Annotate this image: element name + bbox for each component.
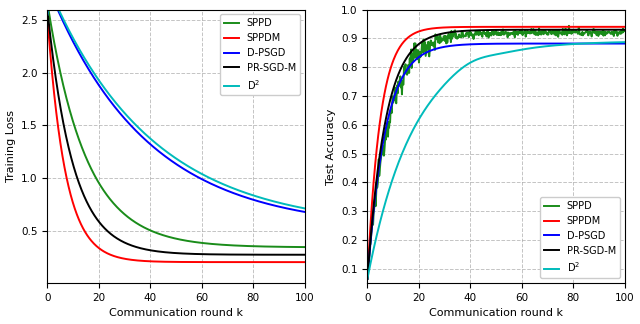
SPPDM (486, 25, 493, 29)
D-PSGD (621, 41, 628, 45)
Line: SPPD: SPPD (47, 6, 305, 247)
SPPDM (621, 25, 628, 29)
SPPD (44, 5, 52, 8)
D-PSGD (166, 158, 174, 162)
D-PSGD (516, 42, 524, 46)
D-PSGD (487, 42, 495, 46)
D$^2$ (574, 42, 582, 46)
Line: SPPDM: SPPDM (367, 27, 625, 279)
PR-SGD-M (486, 28, 493, 32)
Line: D$^2$: D$^2$ (47, 0, 305, 208)
D$^2$ (183, 164, 191, 168)
SPPDM (166, 260, 173, 264)
PR-SGD-M (255, 253, 262, 257)
D-PSGD (44, 13, 51, 17)
SPPDM (503, 25, 511, 29)
D$^2$ (44, 13, 51, 17)
SPPDM (301, 260, 308, 264)
D-PSGD (183, 169, 191, 173)
SPPDM (167, 260, 175, 264)
D$^2$ (255, 195, 262, 199)
Line: PR-SGD-M: PR-SGD-M (47, 15, 305, 255)
D-PSGD (503, 42, 511, 46)
PR-SGD-M (621, 28, 628, 32)
D$^2$ (621, 40, 628, 44)
SPPD (487, 34, 495, 38)
PR-SGD-M (44, 13, 51, 17)
SPPDM (614, 25, 622, 29)
PR-SGD-M (167, 251, 175, 255)
PR-SGD-M (503, 28, 511, 32)
D-PSGD (301, 210, 308, 214)
D$^2$ (487, 53, 495, 57)
SPPDM (183, 260, 191, 264)
SPPDM (516, 25, 524, 29)
SPPDM (294, 260, 302, 264)
SPPD (44, 13, 51, 17)
SPPD (575, 25, 582, 29)
SPPD (364, 277, 371, 281)
Line: D$^2$: D$^2$ (367, 42, 625, 279)
PR-SGD-M (183, 252, 191, 256)
Line: SPPDM: SPPDM (47, 15, 305, 262)
SPPDM (255, 260, 262, 264)
D$^2$ (503, 51, 511, 54)
PR-SGD-M (516, 28, 524, 32)
SPPD (621, 29, 628, 32)
PR-SGD-M (574, 28, 582, 32)
D$^2$ (364, 277, 371, 281)
SPPD (565, 24, 573, 28)
SPPD (295, 245, 303, 249)
Line: D-PSGD: D-PSGD (47, 0, 305, 212)
SPPD (255, 244, 262, 248)
SPPD (168, 236, 175, 239)
SPPD (166, 235, 174, 239)
PR-SGD-M (294, 253, 302, 257)
D-PSGD (574, 41, 582, 45)
Y-axis label: Training Loss: Training Loss (6, 110, 15, 182)
Y-axis label: Test Accuracy: Test Accuracy (326, 108, 335, 185)
PR-SGD-M (166, 251, 173, 255)
Line: PR-SGD-M: PR-SGD-M (367, 30, 625, 279)
D$^2$ (516, 48, 524, 52)
Legend: SPPD, SPPDM, D-PSGD, PR-SGD-M, D$^2$: SPPD, SPPDM, D-PSGD, PR-SGD-M, D$^2$ (220, 14, 300, 96)
SPPD (503, 30, 511, 34)
D-PSGD (364, 277, 371, 281)
SPPDM (364, 277, 371, 281)
X-axis label: Communication round k: Communication round k (109, 308, 243, 318)
D-PSGD (168, 159, 175, 163)
PR-SGD-M (487, 28, 495, 32)
PR-SGD-M (196, 252, 204, 256)
D$^2$ (168, 154, 175, 157)
D$^2$ (614, 40, 622, 44)
SPPD (516, 29, 524, 32)
SPPDM (487, 25, 495, 29)
D$^2$ (486, 54, 493, 58)
SPPD (183, 239, 191, 243)
SPPDM (574, 25, 582, 29)
SPPD (615, 30, 623, 34)
D$^2$ (197, 172, 205, 176)
SPPD (486, 31, 493, 35)
SPPDM (44, 13, 51, 17)
D-PSGD (197, 177, 205, 181)
PR-SGD-M (614, 28, 622, 32)
D$^2$ (295, 205, 303, 209)
D-PSGD (255, 200, 262, 203)
SPPD (301, 245, 308, 249)
SPPD (197, 241, 205, 245)
PR-SGD-M (301, 253, 308, 257)
D-PSGD (295, 209, 303, 213)
SPPDM (196, 260, 204, 264)
PR-SGD-M (364, 277, 371, 281)
D$^2$ (166, 152, 174, 156)
Line: D-PSGD: D-PSGD (367, 43, 625, 279)
D-PSGD (614, 41, 622, 45)
Line: SPPD: SPPD (367, 26, 625, 279)
D-PSGD (486, 42, 493, 46)
D$^2$ (301, 206, 308, 210)
X-axis label: Communication round k: Communication round k (429, 308, 563, 318)
Legend: SPPD, SPPDM, D-PSGD, PR-SGD-M, D$^2$: SPPD, SPPDM, D-PSGD, PR-SGD-M, D$^2$ (540, 197, 620, 278)
